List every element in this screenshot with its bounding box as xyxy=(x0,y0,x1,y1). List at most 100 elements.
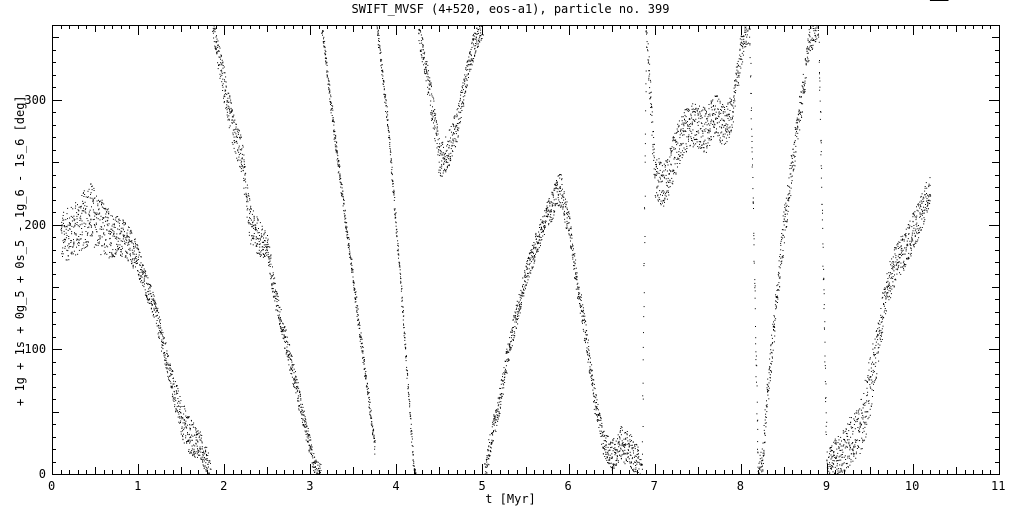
data-point xyxy=(213,27,215,29)
data-point xyxy=(91,225,92,227)
data-point xyxy=(761,466,763,468)
data-point xyxy=(440,145,442,147)
data-point xyxy=(339,178,341,180)
data-point xyxy=(610,447,612,448)
data-point xyxy=(659,176,661,178)
data-point xyxy=(373,441,375,443)
data-point xyxy=(383,93,385,95)
data-point xyxy=(451,131,452,133)
data-point xyxy=(682,130,684,132)
data-point xyxy=(409,404,411,406)
data-point xyxy=(339,175,341,177)
data-point xyxy=(150,301,152,302)
data-point xyxy=(217,51,219,53)
data-point xyxy=(227,116,229,118)
data-point xyxy=(99,212,101,214)
data-point xyxy=(98,241,100,243)
data-point xyxy=(251,235,252,237)
data-point xyxy=(512,334,514,336)
data-point xyxy=(134,261,136,263)
data-point xyxy=(435,132,437,134)
data-point xyxy=(496,419,498,421)
data-point xyxy=(494,419,496,421)
data-point xyxy=(340,182,342,183)
data-point xyxy=(419,30,421,31)
data-point xyxy=(684,149,686,151)
data-point xyxy=(118,237,119,239)
data-point xyxy=(253,224,255,226)
data-point xyxy=(524,271,526,273)
data-point xyxy=(324,46,326,48)
data-point xyxy=(590,370,592,372)
data-point xyxy=(726,113,728,115)
data-point xyxy=(237,133,239,135)
data-point xyxy=(179,408,181,410)
data-point xyxy=(344,218,346,220)
data-point xyxy=(384,97,386,99)
data-point xyxy=(247,194,249,196)
data-point xyxy=(231,110,233,112)
data-point xyxy=(79,220,81,221)
data-point xyxy=(531,252,533,253)
data-point xyxy=(666,170,668,172)
data-point xyxy=(73,239,74,241)
data-point xyxy=(470,58,472,60)
data-point xyxy=(690,136,692,138)
data-point xyxy=(175,390,177,392)
data-point xyxy=(623,438,625,440)
data-point xyxy=(665,182,667,184)
data-point xyxy=(93,190,95,191)
data-point xyxy=(687,125,689,127)
data-point xyxy=(124,231,125,233)
data-point xyxy=(695,138,697,140)
data-point xyxy=(733,100,735,102)
data-point xyxy=(540,219,542,221)
data-point xyxy=(722,105,724,107)
data-point xyxy=(221,64,223,66)
data-point xyxy=(719,139,721,141)
data-point xyxy=(354,297,356,299)
data-point xyxy=(733,102,735,104)
data-point xyxy=(728,114,729,116)
data-point xyxy=(267,235,268,236)
data-point xyxy=(740,67,742,69)
data-point xyxy=(679,137,681,139)
data-point xyxy=(128,239,130,241)
data-point xyxy=(478,40,479,42)
data-point xyxy=(456,141,458,143)
data-point xyxy=(235,123,237,125)
data-point xyxy=(583,339,585,341)
data-point xyxy=(670,163,672,165)
data-point xyxy=(70,246,72,247)
data-point xyxy=(297,389,299,391)
data-point xyxy=(528,257,530,259)
data-point xyxy=(195,443,197,445)
data-point xyxy=(72,246,74,248)
data-point xyxy=(174,404,176,406)
data-point xyxy=(472,39,473,41)
data-point xyxy=(177,398,179,399)
data-point xyxy=(734,105,736,107)
data-point xyxy=(694,121,696,122)
data-point xyxy=(244,166,246,168)
data-point xyxy=(559,191,561,192)
data-point xyxy=(117,221,119,223)
data-point xyxy=(195,434,197,436)
data-point xyxy=(476,41,478,43)
data-point xyxy=(694,103,696,105)
data-point xyxy=(156,309,158,311)
data-point xyxy=(682,154,684,156)
data-point xyxy=(542,231,544,233)
data-point xyxy=(320,470,322,471)
data-point xyxy=(93,246,95,248)
data-point xyxy=(519,294,521,296)
data-point xyxy=(756,413,758,415)
data-point xyxy=(302,424,304,426)
data-point xyxy=(516,300,518,302)
data-point xyxy=(366,385,368,387)
data-point xyxy=(401,297,403,299)
data-point xyxy=(363,363,365,365)
data-point xyxy=(174,406,176,408)
data-point xyxy=(677,158,679,160)
data-point xyxy=(74,219,76,221)
